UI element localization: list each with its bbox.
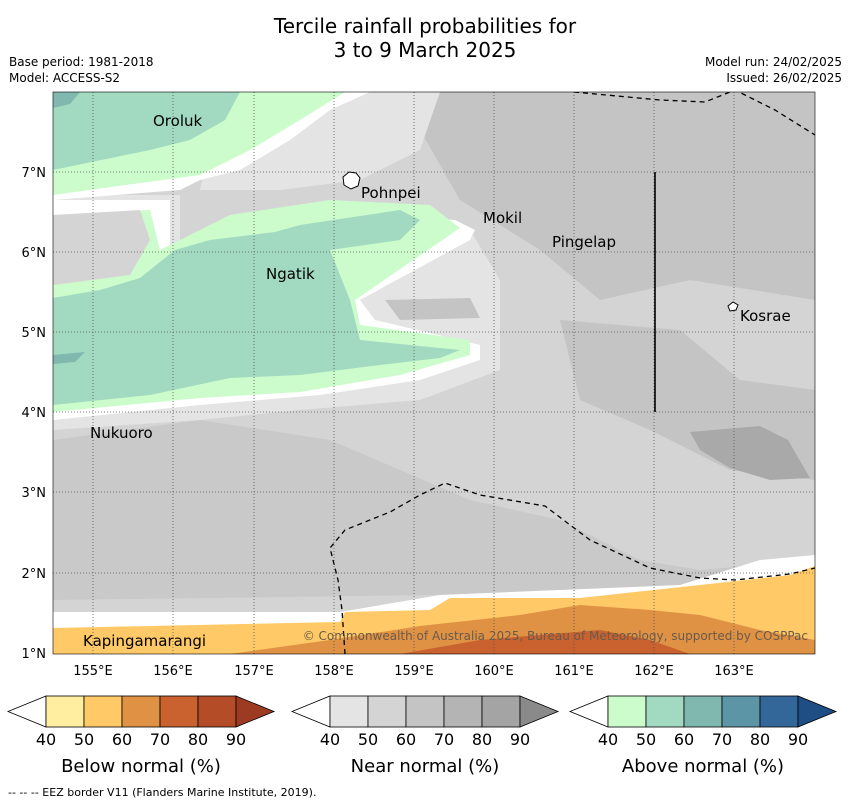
model-text: Model: ACCESS-S2 (9, 71, 121, 85)
legend-tick-label: 80 (472, 730, 492, 749)
legend-caption: Above normal (%) (622, 756, 784, 777)
legend-swatch (329, 695, 369, 728)
near-normal-60-zone (420, 92, 815, 300)
eez-border (329, 92, 815, 654)
legend-tick-label: 60 (112, 730, 132, 749)
map-title-line1: Tercile rainfall probabilities for (273, 14, 577, 38)
legend-swatch (45, 695, 85, 728)
y-tick-label: 1°N (22, 647, 47, 662)
below-normal-70-area (400, 630, 690, 654)
legend-tick-label: 70 (434, 730, 454, 749)
legend-tick-label: 60 (396, 730, 416, 749)
place-label-pohnpei: Pohnpei (361, 184, 421, 202)
place-label-mokil: Mokil (483, 209, 522, 227)
pohnpei-island (342, 171, 361, 190)
y-tick-label: 5°N (22, 326, 47, 341)
legend-caption: Near normal (%) (351, 756, 500, 777)
copyright-notice: © Commonwealth of Australia 2025, Bureau… (303, 629, 808, 643)
eez-footnote: -- -- -- EEZ border V11 (Flanders Marine… (8, 786, 317, 799)
map-title-line2: 3 to 9 March 2025 (333, 38, 517, 62)
place-label-pingelap: Pingelap (552, 233, 616, 251)
legend-tick-label: 70 (150, 730, 170, 749)
y-tick-label: 7°N (22, 166, 47, 181)
legend-swatch (607, 695, 647, 728)
place-label-nukuoro: Nukuoro (90, 424, 153, 442)
place-label-ngatik: Ngatik (266, 265, 315, 283)
probability-fields (53, 92, 815, 654)
legend-tick-label: 40 (598, 730, 618, 749)
legend-tick-label: 50 (358, 730, 378, 749)
x-tick-label: 158°E (314, 664, 354, 679)
near-normal-60-patch (385, 298, 480, 320)
base-period-text: Base period: 1981-2018 (9, 55, 154, 69)
place-label-oroluk: Oroluk (153, 112, 202, 130)
graticule (53, 92, 815, 654)
legend-extend-low (290, 695, 331, 728)
legend-extend-high (519, 695, 560, 728)
x-tick-label: 163°E (714, 664, 754, 679)
legend-tick-label: 80 (750, 730, 770, 749)
legend-swatch (443, 695, 483, 728)
legend-tick-label: 60 (674, 730, 694, 749)
below-normal-60-area (230, 605, 815, 654)
legend-caption: Below normal (%) (61, 756, 221, 777)
x-tick-label: 159°E (394, 664, 434, 679)
legend-below-normal: 40 50 60 70 80 90 Below normal (%) (6, 695, 276, 777)
x-tick-label: 156°E (153, 664, 193, 679)
legend-tick-label: 80 (188, 730, 208, 749)
x-tick-label: 155°E (73, 664, 113, 679)
above-normal-60-patch (53, 92, 80, 108)
legend-swatch (83, 695, 123, 728)
y-tick-label: 3°N (22, 486, 47, 501)
legend-extend-high (797, 695, 838, 728)
legend-tick-label: 40 (320, 730, 340, 749)
legend-near-normal: 40 50 60 70 80 90 Near normal (%) (290, 695, 560, 777)
legend-tick-label: 90 (226, 730, 246, 749)
kosrae-island (727, 301, 739, 312)
legend-tick-label: 90 (788, 730, 808, 749)
legend-swatch (197, 695, 237, 728)
near-normal-55-zone (53, 420, 815, 600)
y-tick-label: 4°N (22, 406, 47, 421)
legend-extend-low (6, 695, 47, 728)
legend-tick-label: 90 (510, 730, 530, 749)
legend-tick-label: 50 (74, 730, 94, 749)
x-tick-label: 157°E (234, 664, 274, 679)
above-normal-60-patch (53, 352, 85, 364)
near-normal-50-patch (53, 210, 150, 285)
legend-swatch (481, 695, 521, 728)
legend-swatch (367, 695, 407, 728)
legend-swatch (759, 695, 799, 728)
place-label-kapingamarangi: Kapingamarangi (83, 632, 206, 650)
x-tick-label: 161°E (554, 664, 594, 679)
above-normal-50-area (53, 92, 240, 170)
x-tick-label: 162°E (634, 664, 674, 679)
legend-swatch (683, 695, 723, 728)
legend-swatch (405, 695, 445, 728)
issued-text: Issued: 26/02/2025 (726, 71, 842, 85)
map-frame (52, 91, 816, 655)
model-run-text: Model run: 24/02/2025 (704, 55, 842, 69)
y-tick-label: 2°N (22, 567, 47, 582)
above-normal-50-area (53, 210, 460, 405)
legend-tick-label: 40 (36, 730, 56, 749)
y-tick-label: 6°N (22, 246, 47, 261)
x-tick-label: 160°E (474, 664, 514, 679)
near-normal-70-patch (690, 426, 810, 480)
legend-extend-low (568, 695, 609, 728)
legend-swatch (645, 695, 685, 728)
place-label-kosrae: Kosrae (740, 307, 791, 325)
legend-swatch (159, 695, 199, 728)
legend-swatch (721, 695, 761, 728)
legend-tick-label: 70 (712, 730, 732, 749)
legend-tick-label: 50 (636, 730, 656, 749)
legend-swatch (121, 695, 161, 728)
legend-extend-high (235, 695, 276, 728)
